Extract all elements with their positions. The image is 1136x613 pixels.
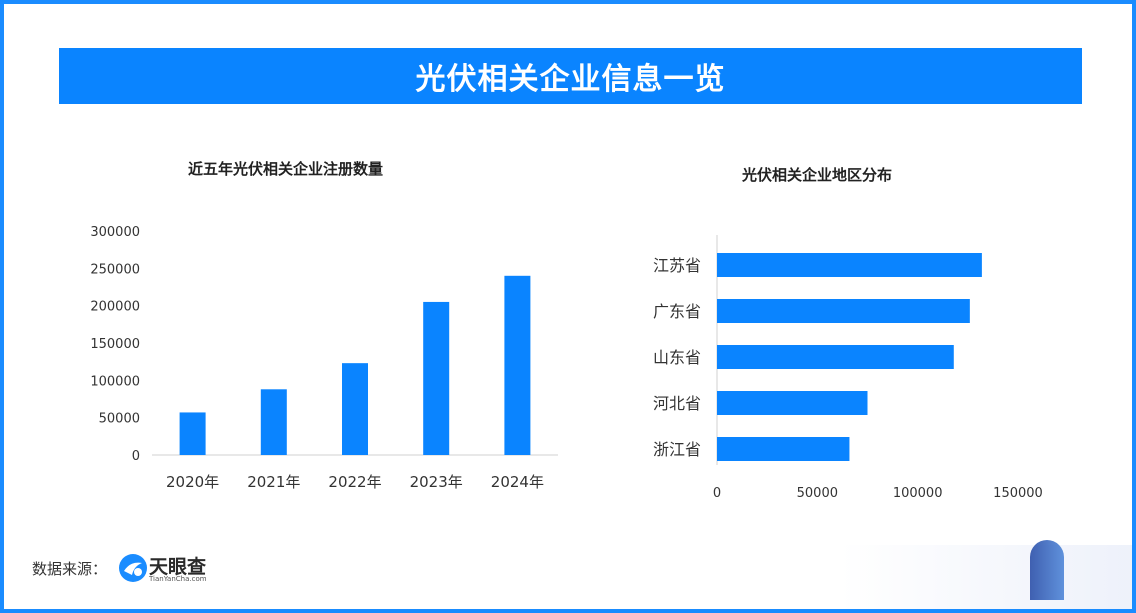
logo-name: 天眼查 [149,556,207,578]
bar-2022年 [342,363,368,455]
bar-浙江省 [717,437,850,461]
y-tick-label: 0 [132,449,140,464]
registrations-bar-chart: 0 50000 100000 150000 200000 250000 300000 2020… [90,225,558,491]
data-source-label: 数据来源： [32,560,108,578]
header-banner: 光伏相关企业信息一览 [59,48,1082,104]
bar-广东省 [717,299,970,323]
y-tick-label: 300000 [90,225,140,240]
y-tick-label: 100000 [90,374,140,389]
corner-decoration [840,545,1132,609]
page-title: 光伏相关企业信息一览 [415,62,726,97]
y-tick-label: 200000 [90,300,140,315]
bar-山东省 [717,345,954,369]
y-tick-label: 江苏省 [653,256,701,275]
x-tick-label: 2022年 [328,473,381,491]
y-tick-label: 250000 [90,262,140,277]
y-tick-label: 50000 [99,412,140,427]
x-tick-label: 0 [713,486,721,501]
tianyancha-logo: 天眼查 TianYanCha.com [118,551,218,585]
bar-2020年 [179,412,206,455]
y-tick-label: 广东省 [653,302,701,321]
logo-subtitle: TianYanCha.com [149,575,207,583]
bar-2023年 [423,301,450,455]
x-tick-label: 2024年 [491,473,544,491]
bar-江苏省 [717,253,982,277]
x-tick-label: 100000 [893,486,943,501]
bar-2021年 [260,389,287,455]
y-tick-label: 150000 [90,337,140,352]
x-tick-label: 2023年 [410,473,463,491]
bar-2024年 [504,275,531,455]
bar-河北省 [717,391,868,415]
x-tick-label: 150000 [993,486,1043,501]
chart-title-registrations: 近五年光伏相关企业注册数量 [188,160,384,178]
chart-title-regions: 光伏相关企业地区分布 [742,166,893,184]
tianyancha-logo-icon [119,554,147,582]
x-tick-label: 2020年 [166,473,219,491]
x-tick-label: 2021年 [247,473,300,491]
y-tick-label: 浙江省 [653,440,701,459]
x-tick-label: 50000 [797,486,838,501]
corner-logo-mark [1030,540,1064,600]
y-tick-label: 山东省 [653,348,701,367]
y-tick-label: 河北省 [653,394,701,413]
